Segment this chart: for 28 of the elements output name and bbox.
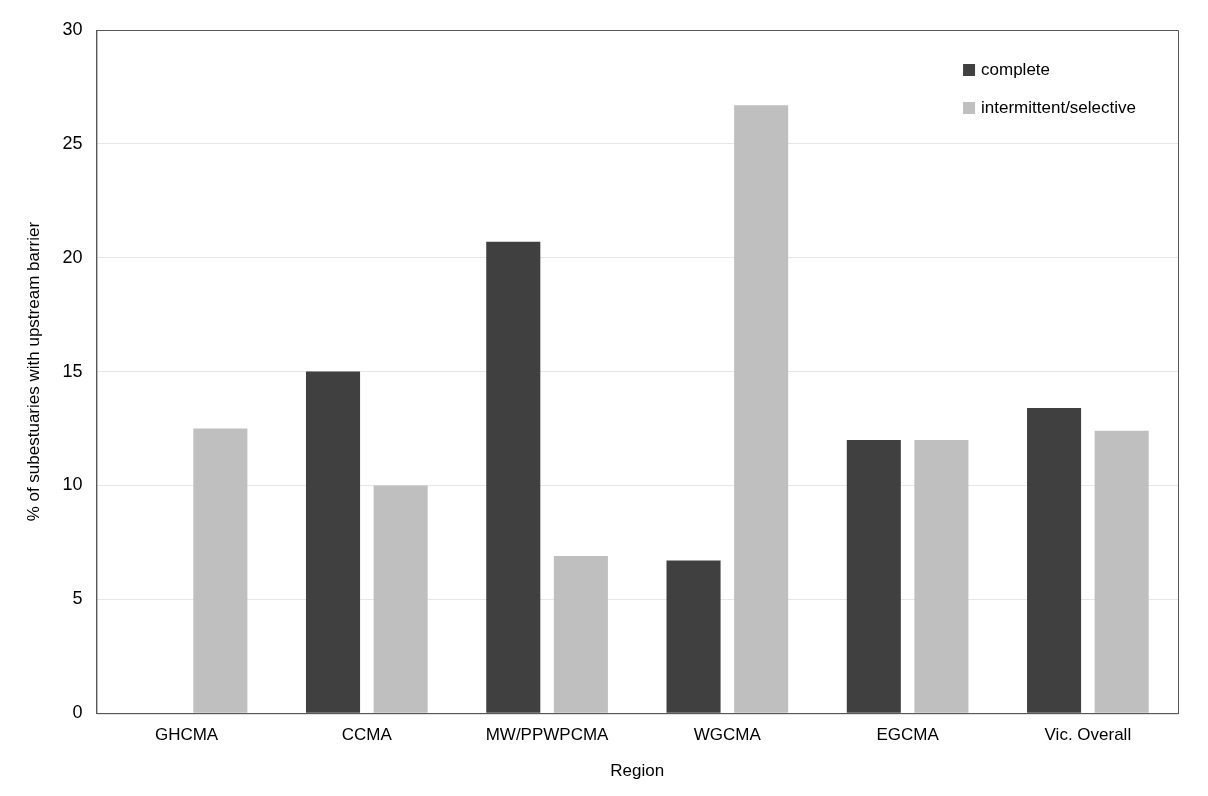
bar bbox=[734, 105, 789, 713]
bar bbox=[373, 485, 428, 713]
y-tick-label: 0 bbox=[72, 702, 83, 723]
x-tick-label: WGCMA bbox=[693, 725, 762, 745]
y-tick-label: 15 bbox=[62, 360, 83, 381]
x-tick-label: MW/PPWPCMA bbox=[485, 725, 610, 745]
x-axis-title: Region bbox=[610, 761, 665, 781]
bar bbox=[193, 428, 248, 713]
legend-label: intermittent/selective bbox=[981, 97, 1136, 117]
bar bbox=[486, 241, 541, 713]
y-tick-label: 25 bbox=[62, 132, 83, 153]
y-tick-label: 20 bbox=[62, 246, 83, 267]
bar bbox=[553, 556, 608, 713]
bar bbox=[666, 560, 721, 713]
y-tick-label: 5 bbox=[72, 588, 83, 609]
y-tick-label: 10 bbox=[62, 474, 83, 495]
bar bbox=[1027, 408, 1082, 713]
x-tick-label: CCMA bbox=[341, 725, 393, 745]
legend-label: complete bbox=[981, 59, 1051, 79]
y-tick-label: 30 bbox=[62, 18, 83, 39]
x-tick-label: GHCMA bbox=[154, 725, 219, 745]
bar bbox=[846, 439, 901, 713]
x-tick-label: Vic. Overall bbox=[1044, 725, 1132, 745]
x-tick-label: EGCMA bbox=[876, 725, 940, 745]
y-axis-title: % of subestuaries with upstream barrier bbox=[23, 221, 43, 522]
bar bbox=[914, 439, 969, 713]
bar bbox=[1094, 430, 1149, 713]
bar bbox=[305, 371, 361, 713]
